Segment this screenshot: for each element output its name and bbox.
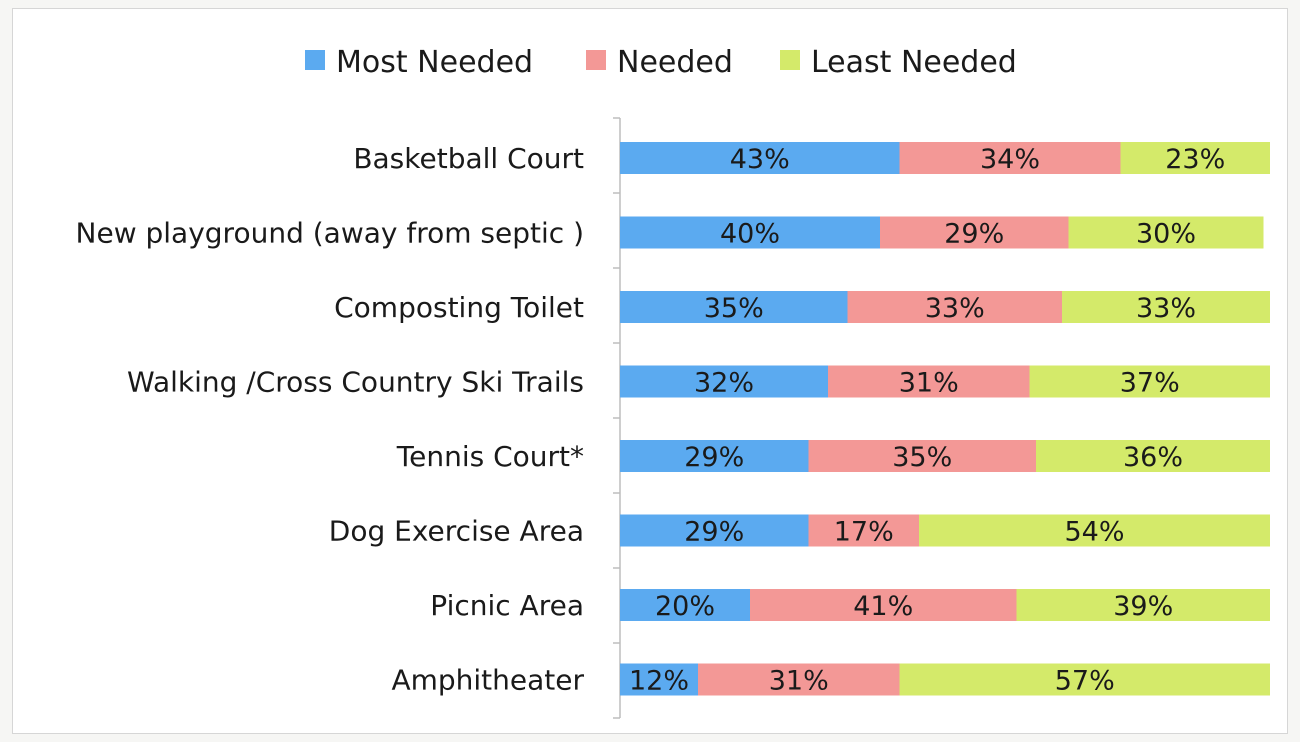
data-label-picnic-area-least-needed: 39% xyxy=(1113,591,1173,622)
category-label-amphitheater: Amphitheater xyxy=(391,664,584,697)
category-label-tennis-court: Tennis Court* xyxy=(396,440,584,473)
data-label-basketball-court-least-needed: 23% xyxy=(1165,144,1225,175)
category-label-picnic-area: Picnic Area xyxy=(430,589,584,622)
data-label-composting-toilet-least-needed: 33% xyxy=(1136,293,1196,324)
data-label-composting-toilet-most-needed: 35% xyxy=(704,293,764,324)
bar-walking-cross-country-ski-trails-least-needed xyxy=(1029,365,1270,398)
legend-label-least-needed: Least Needed xyxy=(811,45,1017,80)
bar-basketball-court-needed xyxy=(899,142,1121,174)
bar-tennis-court-least-needed xyxy=(1036,440,1270,472)
bar-amphitheater-least-needed xyxy=(899,663,1270,696)
data-label-new-playground-away-from-septic-needed: 29% xyxy=(944,219,1004,250)
legend-swatch-needed xyxy=(586,50,606,70)
bar-amphitheater-needed xyxy=(698,663,900,696)
bar-dog-exercise-area-most-needed xyxy=(620,514,809,547)
bars: 43% 34% 23% 40% 29% 30% 35% 33% 33% 32% 31% 37% 29% 3… xyxy=(620,142,1270,697)
data-label-tennis-court-needed: 35% xyxy=(892,442,952,473)
category-label-basketball-court: Basketball Court xyxy=(353,142,584,175)
bar-amphitheater-most-needed xyxy=(620,663,698,696)
data-label-picnic-area-most-needed: 20% xyxy=(655,591,715,622)
category-labels: Basketball Court New playground (away fro… xyxy=(76,142,585,697)
legend-swatch-most-needed xyxy=(305,50,325,70)
data-label-picnic-area-needed: 41% xyxy=(853,591,913,622)
bar-basketball-court-most-needed xyxy=(620,142,900,174)
bar-walking-cross-country-ski-trails-needed xyxy=(828,365,1030,398)
bar-picnic-area-least-needed xyxy=(1016,589,1270,621)
category-label-walking-cross-country-ski-trails: Walking /Cross Country Ski Trails xyxy=(127,366,584,399)
bar-basketball-court-least-needed xyxy=(1120,142,1270,174)
category-axis xyxy=(613,117,621,719)
data-label-amphitheater-needed: 31% xyxy=(769,666,829,697)
bar-composting-toilet-needed xyxy=(847,291,1062,323)
data-label-tennis-court-least-needed: 36% xyxy=(1123,442,1183,473)
bar-composting-toilet-most-needed xyxy=(620,291,848,323)
bar-dog-exercise-area-needed xyxy=(808,514,919,547)
data-label-walking-cross-country-ski-trails-least-needed: 37% xyxy=(1120,368,1180,399)
bar-dog-exercise-area-least-needed xyxy=(919,514,1270,547)
data-label-walking-cross-country-ski-trails-most-needed: 32% xyxy=(694,368,754,399)
bar-walking-cross-country-ski-trails-most-needed xyxy=(620,365,828,398)
data-label-dog-exercise-area-least-needed: 54% xyxy=(1064,517,1124,548)
data-label-basketball-court-needed: 34% xyxy=(980,144,1040,175)
legend-swatch-least-needed xyxy=(780,50,800,70)
bar-new-playground-away-from-septic-most-needed xyxy=(620,216,880,249)
legend-label-needed: Needed xyxy=(617,45,733,80)
data-label-new-playground-away-from-septic-least-needed: 30% xyxy=(1136,219,1196,250)
data-label-dog-exercise-area-needed: 17% xyxy=(834,517,894,548)
bar-tennis-court-needed xyxy=(808,440,1036,472)
legend: Most Needed Needed Least Needed xyxy=(305,45,1017,80)
bar-picnic-area-needed xyxy=(750,589,1017,621)
data-label-basketball-court-most-needed: 43% xyxy=(730,144,790,175)
bar-picnic-area-most-needed xyxy=(620,589,750,621)
data-label-amphitheater-most-needed: 12% xyxy=(629,666,689,697)
data-label-composting-toilet-needed: 33% xyxy=(925,293,985,324)
legend-label-most-needed: Most Needed xyxy=(336,45,533,80)
data-label-new-playground-away-from-septic-most-needed: 40% xyxy=(720,219,780,250)
category-label-new-playground-away-from-septic: New playground (away from septic ) xyxy=(76,217,584,250)
data-label-tennis-court-most-needed: 29% xyxy=(684,442,744,473)
bar-new-playground-away-from-septic-needed xyxy=(880,216,1069,249)
data-label-dog-exercise-area-most-needed: 29% xyxy=(684,517,744,548)
data-label-amphitheater-least-needed: 57% xyxy=(1055,666,1115,697)
bar-tennis-court-most-needed xyxy=(620,440,809,472)
bar-new-playground-away-from-septic-least-needed xyxy=(1068,216,1264,249)
data-label-walking-cross-country-ski-trails-needed: 31% xyxy=(899,368,959,399)
bar-composting-toilet-least-needed xyxy=(1062,291,1270,323)
category-label-composting-toilet: Composting Toilet xyxy=(334,291,584,324)
category-label-dog-exercise-area: Dog Exercise Area xyxy=(329,515,584,548)
